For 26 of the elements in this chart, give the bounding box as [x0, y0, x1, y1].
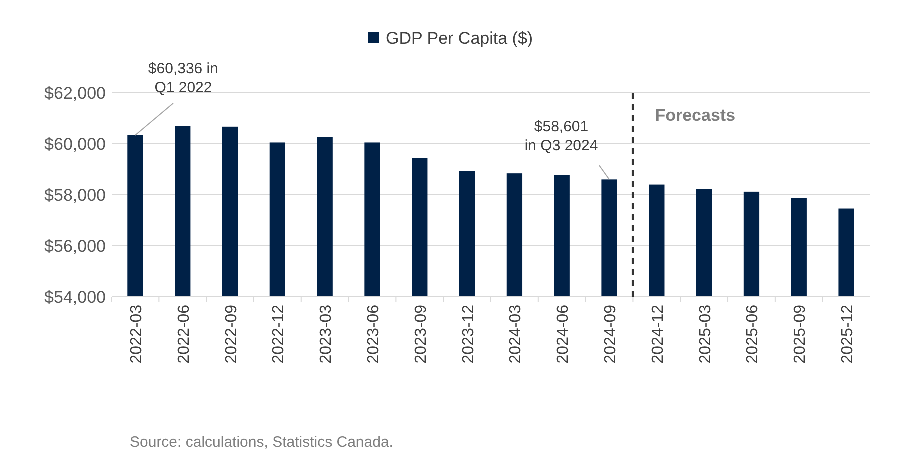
x-tick-label: 2025-03: [697, 304, 714, 364]
ref-line-label: Forecasts: [655, 106, 736, 125]
y-tick-label: $62,000: [44, 84, 106, 103]
annotation: $60,336 in Q1 2022: [148, 60, 219, 96]
x-tick-label: 2022-09: [223, 304, 240, 364]
y-tick-label: $56,000: [44, 236, 106, 256]
x-tick-label: 2024-03: [508, 304, 525, 364]
x-tick-label: 2024-06: [555, 304, 572, 364]
source-note: Source: calculations, Statistics Canada.: [130, 434, 394, 451]
x-tick-label: 2023-03: [318, 304, 336, 364]
x-tick-label: 2025-09: [792, 304, 810, 364]
x-tick-label: 2025-12: [840, 304, 857, 364]
x-tick-label: 2023-09: [412, 304, 430, 364]
x-tick-label: 2022-03: [128, 304, 146, 364]
x-tick-label: 2022-06: [176, 304, 193, 364]
legend-label: GDP Per Capita ($): [386, 28, 534, 48]
x-tick-label: 2024-09: [602, 304, 620, 364]
y-tick-label: $54,000: [44, 288, 106, 307]
x-tick-label: 2023-06: [365, 304, 382, 364]
y-tick-label: $60,000: [44, 134, 106, 154]
x-tick-label: 2022-12: [270, 304, 288, 364]
y-tick-label: $58,000: [44, 186, 106, 205]
x-tick-label: 2025-06: [744, 304, 762, 364]
x-tick-label: 2023-12: [460, 304, 478, 364]
x-tick-label: 2024-12: [650, 304, 667, 364]
annotation: $58,601 in Q3 2024: [524, 118, 598, 155]
